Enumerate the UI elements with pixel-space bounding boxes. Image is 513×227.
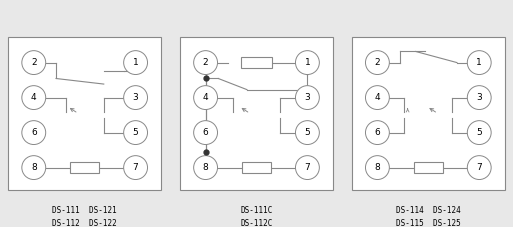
Circle shape — [22, 51, 46, 74]
Circle shape — [194, 51, 218, 74]
Circle shape — [467, 51, 491, 74]
Text: 6: 6 — [203, 128, 208, 137]
Text: 2: 2 — [31, 58, 36, 67]
Circle shape — [467, 86, 491, 109]
Text: 8: 8 — [374, 163, 380, 172]
Text: DS-111C: DS-111C — [240, 206, 273, 215]
Text: 3: 3 — [133, 93, 139, 102]
Text: DS-115  DS-125: DS-115 DS-125 — [396, 219, 461, 227]
Text: 2: 2 — [374, 58, 380, 67]
Text: 7: 7 — [133, 163, 139, 172]
Circle shape — [194, 86, 218, 109]
Text: 1: 1 — [305, 58, 310, 67]
Circle shape — [22, 121, 46, 145]
Text: 7: 7 — [477, 163, 482, 172]
Text: 3: 3 — [305, 93, 310, 102]
Text: 5: 5 — [133, 128, 139, 137]
Text: DS-112  DS-122: DS-112 DS-122 — [52, 219, 117, 227]
Circle shape — [365, 86, 389, 109]
Text: 8: 8 — [31, 163, 36, 172]
Text: 1: 1 — [477, 58, 482, 67]
Text: DS-114  DS-124: DS-114 DS-124 — [396, 206, 461, 215]
Circle shape — [467, 121, 491, 145]
Text: 7: 7 — [305, 163, 310, 172]
Text: 1: 1 — [133, 58, 139, 67]
Circle shape — [22, 156, 46, 180]
Text: DS-111  DS-121: DS-111 DS-121 — [52, 206, 117, 215]
Circle shape — [22, 86, 46, 109]
Circle shape — [194, 121, 218, 145]
Text: 4: 4 — [203, 93, 208, 102]
Text: 6: 6 — [374, 128, 380, 137]
Circle shape — [365, 51, 389, 74]
Circle shape — [295, 156, 319, 180]
Text: 4: 4 — [374, 93, 380, 102]
Text: DS-112C: DS-112C — [240, 219, 273, 227]
Circle shape — [295, 121, 319, 145]
Bar — [414, 163, 443, 173]
Text: 4: 4 — [31, 93, 36, 102]
Bar — [70, 163, 99, 173]
Circle shape — [365, 156, 389, 180]
Circle shape — [124, 86, 148, 109]
Text: 5: 5 — [305, 128, 310, 137]
Circle shape — [467, 156, 491, 180]
Text: 5: 5 — [477, 128, 482, 137]
Circle shape — [124, 156, 148, 180]
Circle shape — [124, 51, 148, 74]
Text: 2: 2 — [203, 58, 208, 67]
Circle shape — [365, 121, 389, 145]
Circle shape — [295, 51, 319, 74]
Text: 8: 8 — [203, 163, 208, 172]
Circle shape — [124, 121, 148, 145]
Circle shape — [194, 156, 218, 180]
Circle shape — [295, 86, 319, 109]
Text: 3: 3 — [477, 93, 482, 102]
Bar — [241, 57, 272, 68]
Text: 6: 6 — [31, 128, 36, 137]
Bar — [242, 163, 271, 173]
